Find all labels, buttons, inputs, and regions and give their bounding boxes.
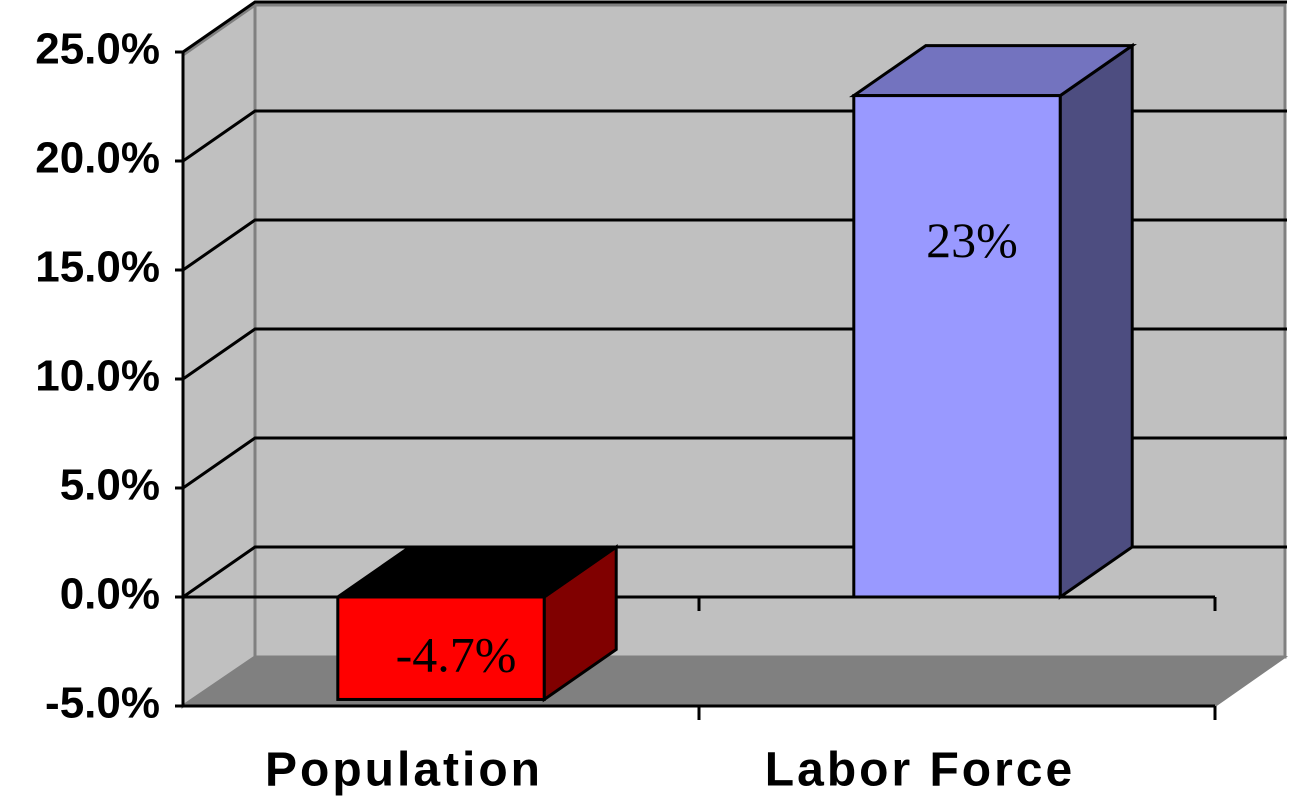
y-tick-label: 10.0% (35, 352, 160, 401)
y-tick-label: 25.0% (35, 25, 160, 74)
y-tick-label: -5.0% (45, 679, 160, 728)
bar (852, 94, 1062, 599)
y-tick-label: 5.0% (60, 461, 160, 510)
bar-side (1058, 42, 1134, 600)
x-tick-label: Labor Force (765, 744, 1075, 797)
data-label: 23% (926, 212, 1018, 268)
y-tick-label: 15.0% (35, 243, 160, 292)
grid-line (182, 0, 1287, 54)
y-tick-label: 0.0% (60, 570, 160, 619)
y-tick-label: 20.0% (35, 134, 160, 183)
data-label: -4.7% (396, 627, 517, 683)
x-tick-label: Population (265, 744, 543, 797)
bar (336, 595, 546, 701)
